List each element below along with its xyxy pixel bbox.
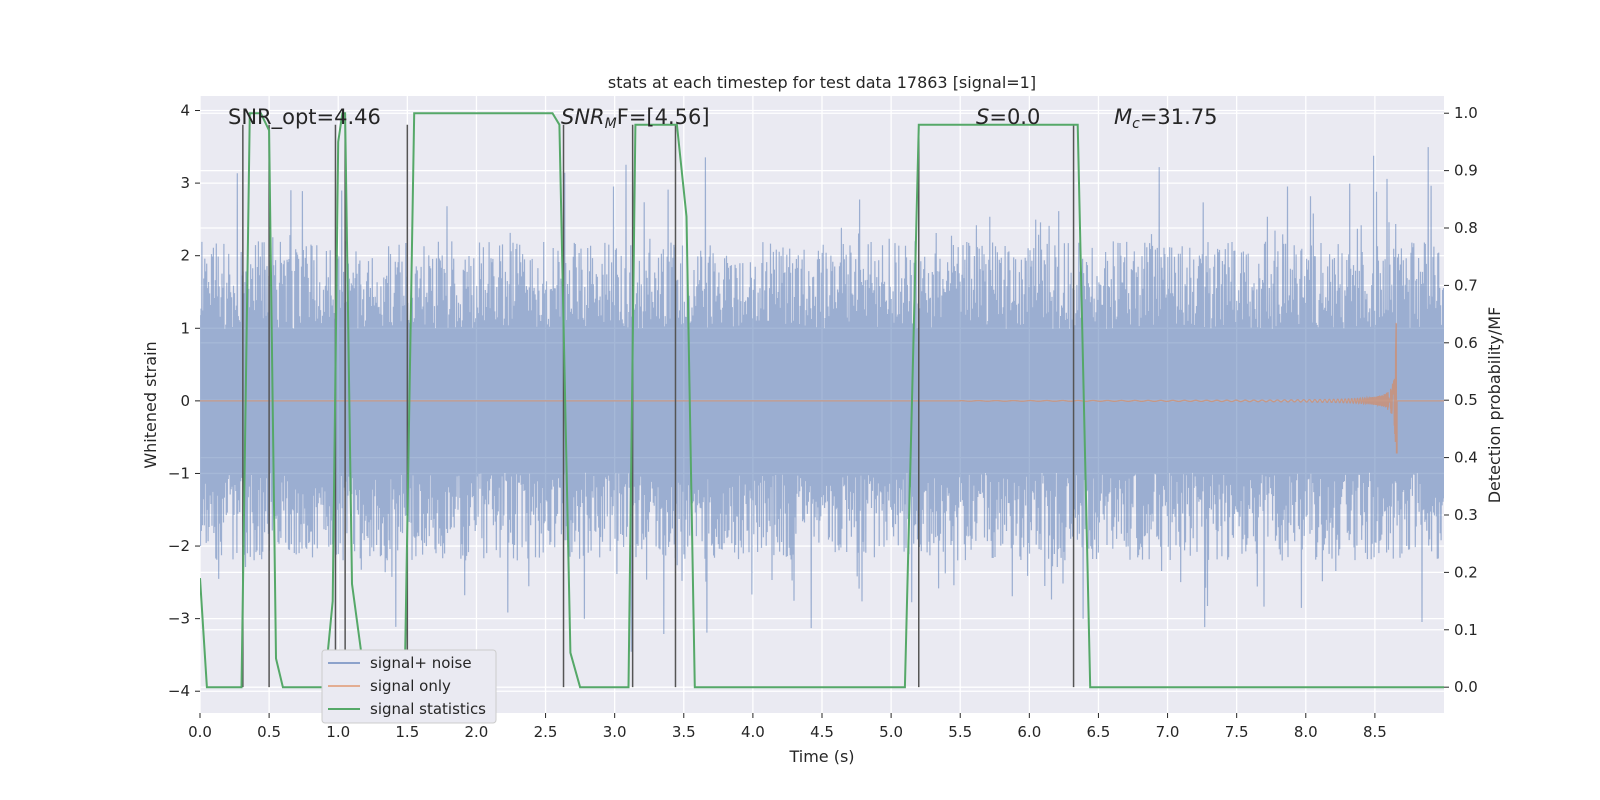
right-y-tick-label: 0.2 (1454, 563, 1478, 581)
series-signal-only (200, 322, 1444, 454)
annotation-mc: Mc=31.75 (1114, 105, 1218, 132)
legend: signal+ noise signal only signal statist… (321, 649, 497, 724)
right-y-tick-label: 0.4 (1454, 449, 1478, 467)
x-tick-label: 6.0 (1017, 723, 1041, 741)
right-y-tick-label: 0.7 (1454, 276, 1478, 294)
x-axis-ticks: 0.0 0.5 1.0 1.5 2.0 2.5 3.0 3.5 4.0 4.5 5.0 5.5 6.0 6… (188, 713, 1387, 741)
left-y-tick-label: −2 (168, 537, 190, 555)
right-y-axis-ticks: 1.0 0.9 0.8 0.7 0.6 0.5 0.4 0.3 0.2 0.1 0.0 (1444, 104, 1478, 696)
legend-label-signal-statistics: signal statistics (370, 700, 486, 718)
x-tick-label: 4.0 (741, 723, 765, 741)
right-y-tick-label: 0.1 (1454, 621, 1478, 639)
right-y-axis-label: Detection probability/MF (1485, 307, 1504, 504)
annotation-snr-mf: SNRMF=[4.56] (561, 105, 710, 132)
x-tick-label: 2.5 (534, 723, 558, 741)
x-tick-label: 1.5 (395, 723, 419, 741)
x-tick-label: 0.5 (257, 723, 281, 741)
x-tick-label: 7.0 (1156, 723, 1180, 741)
left-y-tick-label: −4 (168, 682, 190, 700)
legend-item-signal-only: signal only (328, 677, 451, 695)
left-y-tick-label: 0 (180, 392, 190, 410)
right-y-tick-label: 0.0 (1454, 678, 1478, 696)
series-signal-statistics (200, 112, 1444, 689)
right-y-tick-label: 0.8 (1454, 219, 1478, 237)
legend-frame (321, 649, 497, 724)
left-y-axis-ticks: 4 3 2 1 0 −1 −2 −3 −4 (168, 102, 200, 700)
left-y-axis-label: Whitened strain (141, 341, 160, 468)
x-axis-label: Time (s) (788, 747, 854, 766)
x-tick-label: 0.0 (188, 723, 212, 741)
legend-label-signal-only: signal only (370, 677, 451, 695)
left-y-tick-label: 2 (180, 247, 190, 265)
signal-statistics-line (200, 112, 1444, 689)
left-y-tick-label: 1 (180, 319, 190, 337)
x-tick-label: 4.5 (810, 723, 834, 741)
left-y-tick-label: −1 (168, 464, 190, 482)
right-y-tick-label: 0.9 (1454, 162, 1478, 180)
right-y-tick-label: 0.3 (1454, 506, 1478, 524)
x-tick-label: 6.5 (1087, 723, 1111, 741)
x-tick-label: 7.5 (1225, 723, 1249, 741)
signal-only-line (200, 322, 1444, 454)
annotation-snr-opt: SNR_opt=4.46 (228, 105, 381, 130)
series-detection-markers (242, 124, 1075, 688)
chart-title: stats at each timestep for test data 178… (608, 73, 1036, 92)
legend-item-signal-noise: signal+ noise (328, 654, 472, 672)
left-y-tick-label: −3 (168, 610, 190, 628)
annotation-s: S=0.0 (976, 105, 1040, 129)
x-tick-label: 5.0 (879, 723, 903, 741)
x-tick-label: 5.5 (948, 723, 972, 741)
left-y-tick-label: 3 (180, 174, 190, 192)
x-tick-label: 3.0 (603, 723, 627, 741)
legend-label-signal-noise: signal+ noise (370, 654, 472, 672)
x-tick-label: 3.5 (672, 723, 696, 741)
right-y-tick-label: 1.0 (1454, 104, 1478, 122)
right-y-tick-label: 0.5 (1454, 391, 1478, 409)
left-y-tick-label: 4 (180, 102, 190, 120)
x-tick-label: 8.0 (1294, 723, 1318, 741)
right-y-tick-label: 0.6 (1454, 334, 1478, 352)
x-tick-label: 1.0 (326, 723, 350, 741)
x-tick-label: 2.0 (465, 723, 489, 741)
legend-item-signal-statistics: signal statistics (328, 700, 486, 718)
x-tick-label: 8.5 (1363, 723, 1387, 741)
